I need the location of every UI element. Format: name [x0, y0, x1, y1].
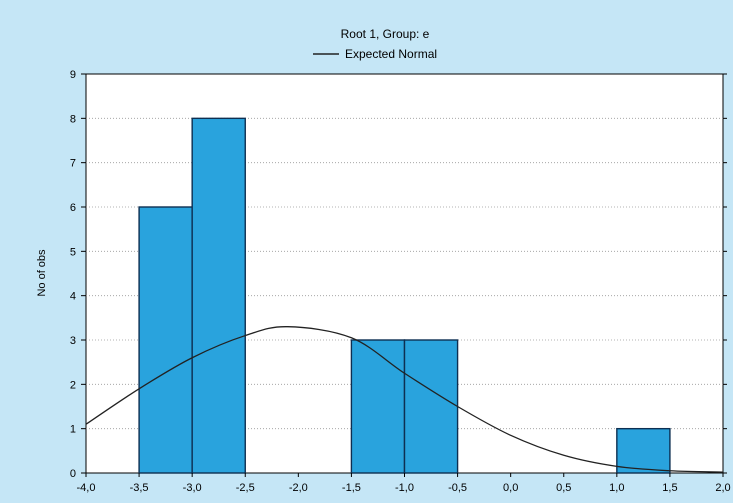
histogram-bar-2 — [350, 339, 406, 474]
y-tick-label-6: 6 — [70, 202, 76, 214]
x-tick-label-6: -1,0 — [395, 482, 414, 494]
x-tick-label-9: 0,5 — [556, 482, 571, 494]
y-tick-label-5: 5 — [70, 246, 76, 258]
x-tick-label-11: 1,5 — [662, 482, 677, 494]
chart-title: Root 1, Group: e — [341, 27, 430, 41]
x-tick-label-8: 0,0 — [503, 482, 518, 494]
y-tick-label-8: 8 — [70, 113, 76, 125]
x-tick-label-4: -2,0 — [289, 482, 308, 494]
x-tick-label-3: -2,5 — [236, 482, 255, 494]
y-axis-label: No of obs — [36, 249, 48, 297]
axes: -4,0 -3,5 -3,0 -2,5 -2,0 -1,5 -1,0 -0,5 0,0 0,5 1,… — [70, 69, 731, 494]
legend: Expected Normal — [313, 47, 437, 61]
histogram-bars — [138, 117, 671, 474]
x-tick-label-1: -3,5 — [130, 482, 149, 494]
y-tick-label-4: 4 — [70, 291, 76, 303]
histogram-bar-4 — [616, 427, 671, 474]
y-tick-label-9: 9 — [70, 69, 76, 81]
x-tick-label-0: -4,0 — [77, 482, 96, 494]
y-tick-label-1: 1 — [70, 424, 76, 436]
x-tick-label-2: -3,0 — [183, 482, 202, 494]
expected-normal-curve-layer — [85, 326, 724, 473]
histogram-bar-0 — [138, 206, 193, 474]
y-tick-label-3: 3 — [70, 335, 76, 347]
x-tick-label-5: -1,5 — [342, 482, 361, 494]
x-tick-label-12: 2,0 — [715, 482, 730, 494]
x-tick-label-10: 1,0 — [609, 482, 624, 494]
y-tick-label-2: 2 — [70, 379, 76, 391]
x-tick-label-7: -0,5 — [448, 482, 467, 494]
y-tick-label-7: 7 — [70, 158, 76, 170]
y-tick-label-0: 0 — [70, 468, 76, 480]
histogram-bar-1 — [191, 117, 246, 474]
expected-normal-curve — [85, 326, 724, 473]
legend-label-expected-normal: Expected Normal — [345, 47, 437, 61]
histogram-bar-3 — [403, 339, 459, 474]
